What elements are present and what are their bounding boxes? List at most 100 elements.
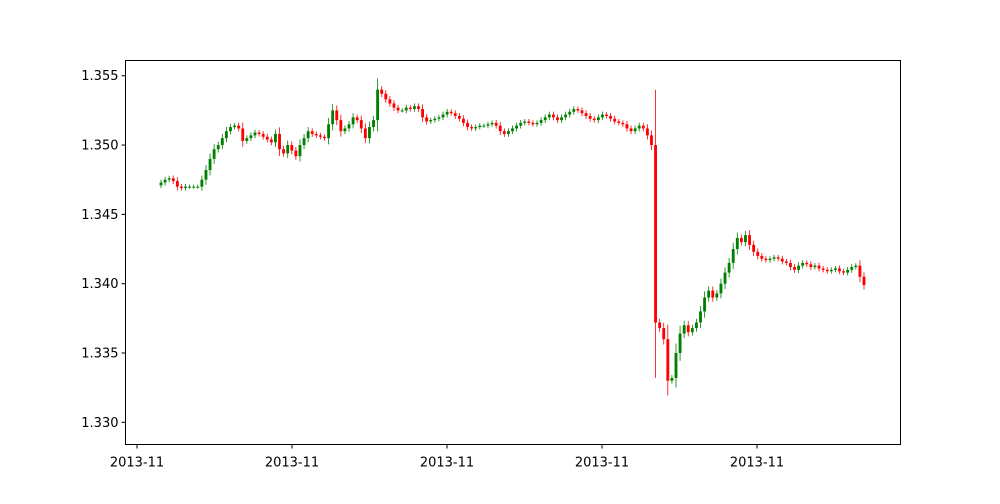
candle-up — [633, 128, 637, 132]
candle-up — [253, 132, 257, 136]
candle-down — [793, 267, 796, 270]
candle-down — [449, 111, 453, 114]
candle-down — [842, 271, 845, 273]
candle-up — [412, 106, 416, 110]
candle-down — [838, 268, 841, 272]
candle-up — [727, 262, 731, 273]
candle-up — [229, 127, 232, 132]
candle-down — [498, 125, 502, 132]
candle-down — [760, 255, 764, 259]
candle-up — [167, 178, 171, 180]
candle-down — [645, 128, 649, 136]
candle-down — [592, 118, 596, 121]
candle-down — [417, 106, 420, 110]
candle-up — [441, 114, 445, 118]
candle-down — [396, 107, 400, 111]
candle-down — [752, 244, 756, 252]
candle-down — [392, 103, 396, 108]
candle-down — [339, 120, 343, 132]
candle-down — [241, 128, 245, 141]
candle-up — [286, 145, 290, 154]
candle-up — [833, 268, 837, 270]
candle-down — [711, 290, 715, 298]
candle-up — [854, 265, 858, 268]
candle-down — [171, 178, 175, 182]
candle-down — [784, 261, 788, 263]
candle-up — [404, 107, 408, 111]
candle-down — [453, 113, 457, 116]
candle-down — [776, 257, 780, 259]
candle-up — [801, 262, 805, 266]
candle-up — [568, 111, 572, 115]
candle-up — [699, 311, 702, 323]
candle-up — [188, 186, 192, 188]
candle-down — [625, 124, 629, 129]
candle-up — [163, 179, 167, 183]
candle-down — [621, 122, 625, 125]
candle-up — [846, 269, 850, 273]
x-tick-label: 2013-11 — [420, 456, 474, 471]
candles-group — [159, 78, 866, 396]
candle-down — [576, 109, 580, 111]
candle-up — [445, 111, 449, 115]
candle-up — [797, 265, 801, 270]
x-tick-label: 2013-11 — [575, 456, 629, 471]
candle-down — [237, 125, 241, 129]
candle-down — [421, 109, 425, 118]
candle-down — [617, 121, 621, 123]
candle-down — [457, 115, 461, 119]
y-tick-label: 1.355 — [81, 69, 118, 84]
candle-up — [694, 322, 698, 329]
candle-down — [805, 262, 809, 265]
candle-up — [249, 135, 253, 139]
candle-up — [233, 125, 237, 128]
candle-down — [788, 262, 792, 268]
candle-up — [703, 297, 707, 312]
candle-up — [486, 124, 490, 126]
candle-down — [269, 139, 273, 143]
candle-up — [482, 125, 486, 127]
candle-down — [756, 251, 760, 256]
candle-up — [813, 265, 817, 268]
plot-frame — [125, 60, 901, 445]
candle-up — [208, 158, 212, 171]
candle-up — [511, 128, 514, 132]
candle-up — [224, 131, 228, 139]
candle-down — [588, 115, 592, 119]
candle-down — [502, 131, 506, 134]
candle-down — [355, 117, 359, 121]
candle-down — [686, 325, 690, 333]
candle-down — [290, 145, 294, 151]
candle-up — [723, 272, 727, 284]
candle-down — [359, 120, 363, 129]
candle-up — [490, 122, 494, 125]
candle-down — [780, 258, 784, 262]
candle-down — [641, 125, 645, 129]
candle-up — [433, 118, 437, 121]
candle-up — [196, 186, 200, 188]
candle-up — [515, 125, 519, 129]
candle-up — [245, 138, 249, 141]
candle-up — [274, 133, 277, 143]
candle-down — [278, 133, 281, 150]
candle-down — [335, 110, 339, 121]
y-tick-label: 1.340 — [81, 277, 118, 292]
candle-up — [372, 120, 375, 128]
candle-up — [347, 124, 351, 129]
candle-down — [821, 268, 825, 270]
candle-down — [666, 339, 670, 381]
candle-down — [584, 113, 588, 116]
candle-down — [384, 93, 388, 100]
candle-up — [547, 114, 551, 118]
candle-up — [343, 128, 347, 132]
candle-up — [331, 110, 335, 125]
candle-down — [408, 107, 412, 110]
candle-down — [257, 132, 261, 134]
candle-up — [184, 186, 187, 189]
candle-up — [159, 182, 163, 186]
candle-up — [772, 257, 776, 259]
x-tick-label: 2013-11 — [110, 456, 164, 471]
candle-up — [637, 125, 641, 129]
candle-down — [654, 145, 657, 323]
